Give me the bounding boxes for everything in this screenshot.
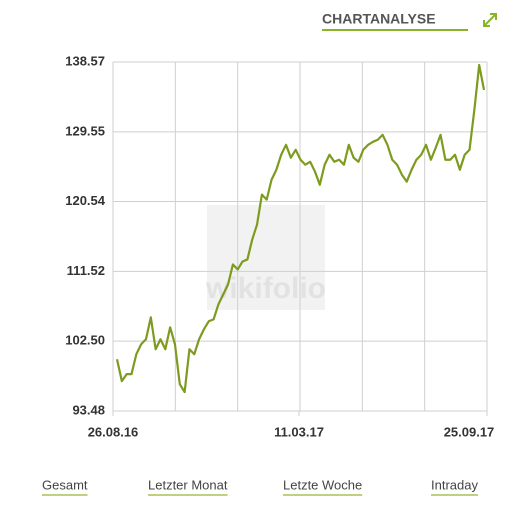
y-tick-label: 102.50 [65,333,105,348]
range-link[interactable]: Intraday [431,477,478,492]
y-tick-label: 111.52 [67,263,105,278]
price-line [115,63,486,394]
expand-icon[interactable] [483,13,497,27]
range-link[interactable]: Letzter Monat [148,477,228,492]
x-tick-label: 26.08.16 [88,424,139,439]
x-tick-label: 11.03.17 [274,424,324,439]
header-title[interactable]: CHARTANALYSE [322,11,436,27]
y-tick-label: 138.57 [65,53,105,68]
y-tick-label: 120.54 [65,193,106,208]
range-link[interactable]: Gesamt [42,477,88,492]
y-tick-label: 93.48 [72,402,105,417]
x-tick-label: 25.09.17 [444,424,495,439]
y-tick-label: 129.55 [65,123,105,138]
watermark: wikifolio [205,272,326,305]
watermark-box [207,205,325,310]
range-link[interactable]: Letzte Woche [283,477,362,492]
